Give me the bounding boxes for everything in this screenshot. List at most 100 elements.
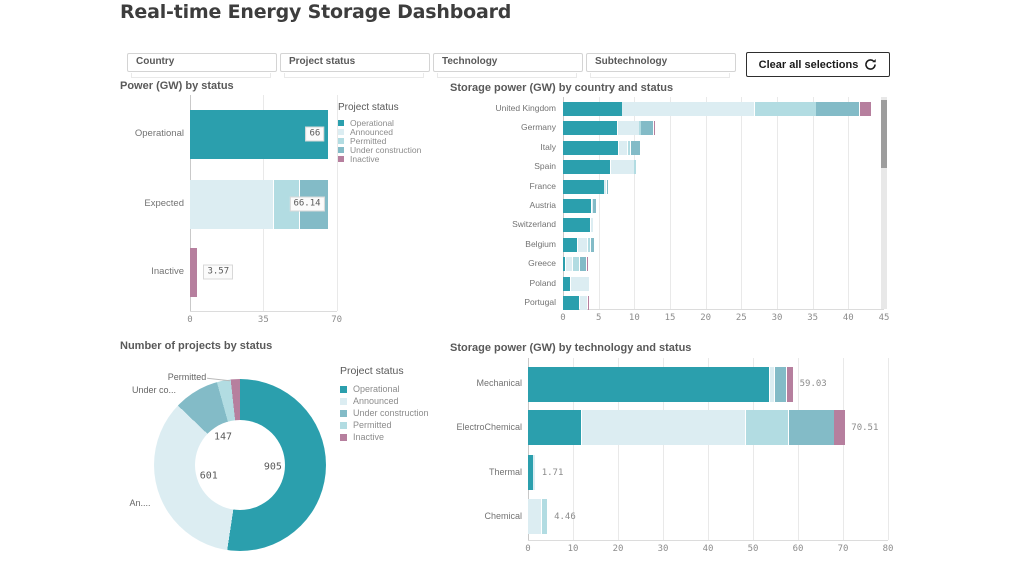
bar-segment-announced[interactable] bbox=[617, 121, 639, 136]
category-label: Italy bbox=[540, 141, 556, 152]
bar-segment-permitted[interactable] bbox=[745, 410, 789, 445]
bar-segment-permitted[interactable] bbox=[587, 237, 591, 252]
bar-segment-operational[interactable] bbox=[563, 160, 611, 175]
category-label: France bbox=[529, 180, 556, 191]
permitted-swatch-icon bbox=[338, 137, 344, 144]
bar-segment-operational[interactable] bbox=[563, 102, 622, 116]
chart-power-by-status-title: Power (GW) by status bbox=[120, 80, 234, 92]
axis-tick-label: 5 bbox=[595, 313, 602, 323]
category-label: Inactive bbox=[151, 266, 184, 277]
bar-segment-operational[interactable] bbox=[563, 121, 618, 136]
gridline bbox=[528, 358, 529, 540]
axis-tick-label: 50 bbox=[747, 544, 759, 554]
bar-segment-announced[interactable] bbox=[570, 276, 590, 291]
clear-all-selections-button[interactable]: Clear all selections bbox=[746, 52, 890, 77]
bar-segment-operational[interactable] bbox=[563, 276, 571, 291]
legend-item-announced[interactable]: Announced bbox=[338, 127, 421, 137]
bar-segment-operational[interactable] bbox=[528, 410, 581, 445]
legend-item-operational[interactable]: Operational bbox=[340, 383, 429, 395]
chart-power-by-country-plot: 0 5 10 15 20 25 30 35 40 45 United Kingdom Germany I… bbox=[450, 78, 905, 333]
bar-segment-under-construction[interactable] bbox=[789, 410, 834, 445]
legend-item-label: Permitted bbox=[350, 136, 387, 146]
bar-segment-announced[interactable] bbox=[590, 218, 593, 233]
bar-segment-announced[interactable] bbox=[533, 455, 535, 490]
bar-segment-permitted[interactable] bbox=[634, 160, 636, 175]
bar-segment-operational[interactable] bbox=[563, 257, 566, 272]
gridline bbox=[888, 358, 889, 540]
bar-segment-under-construction[interactable] bbox=[816, 102, 860, 116]
bar-segment-announced[interactable] bbox=[604, 179, 606, 194]
bar-segment-operational[interactable] bbox=[563, 218, 591, 233]
axis-tick-label: 35 bbox=[257, 315, 269, 325]
chart-power-by-status: Power (GW) by status 0 35 70 Operational 66 E… bbox=[120, 78, 460, 333]
legend-item-label: Permitted bbox=[353, 420, 392, 430]
legend-item-under-construction[interactable]: Under construction bbox=[340, 407, 429, 419]
bar-segment-permitted[interactable] bbox=[639, 121, 641, 136]
bar-value-label: 3.57 bbox=[203, 264, 234, 280]
bar-segment-inactive[interactable] bbox=[834, 410, 845, 445]
legend-item-permitted[interactable]: Permitted bbox=[340, 419, 429, 431]
scrollbar-thumb[interactable] bbox=[881, 100, 887, 168]
bar-segment-announced[interactable] bbox=[581, 410, 746, 445]
bar-segment-announced[interactable] bbox=[622, 102, 755, 116]
legend-item-announced[interactable]: Announced bbox=[340, 395, 429, 407]
bar-segment-announced[interactable] bbox=[770, 366, 774, 402]
legend-item-inactive[interactable]: Inactive bbox=[338, 154, 421, 164]
bar-segment-announced[interactable] bbox=[618, 140, 628, 155]
filter-subtechnology[interactable]: Subtechnology bbox=[586, 53, 736, 72]
bar-value-label: 1.71 bbox=[541, 467, 564, 478]
gridline bbox=[663, 358, 664, 540]
operational-swatch-icon bbox=[338, 120, 344, 127]
bar-segment-under-construction[interactable] bbox=[592, 199, 596, 213]
bar-segment-inactive[interactable] bbox=[786, 366, 793, 402]
bar-segment-announced[interactable] bbox=[528, 499, 541, 534]
bar-segment-operational[interactable] bbox=[528, 455, 533, 490]
bar-segment-inactive[interactable] bbox=[587, 296, 590, 310]
bar-segment-operational[interactable] bbox=[563, 199, 591, 213]
bar-segment-operational[interactable] bbox=[528, 366, 770, 402]
legend-item-under-construction[interactable]: Under construction bbox=[338, 145, 421, 155]
bar-segment-inactive[interactable] bbox=[653, 121, 656, 136]
bar-segment-under-construction[interactable] bbox=[774, 366, 787, 402]
bar-segment-permitted[interactable] bbox=[541, 499, 548, 534]
bar-segment-operational[interactable] bbox=[563, 296, 580, 310]
bar-segment-permitted[interactable] bbox=[627, 140, 631, 155]
category-label: Austria bbox=[529, 200, 556, 210]
filter-project-status[interactable]: Project status bbox=[280, 53, 430, 72]
axis-baseline bbox=[190, 311, 337, 312]
filter-country[interactable]: Country bbox=[127, 53, 277, 72]
bar-segment-operational[interactable] bbox=[563, 237, 578, 252]
legend-item-inactive[interactable]: Inactive bbox=[340, 431, 429, 443]
axis-tick-label: 80 bbox=[882, 544, 894, 554]
legend-item-operational[interactable]: Operational bbox=[338, 118, 421, 128]
bar-segment-inactive[interactable] bbox=[586, 257, 589, 272]
bar-segment-under-construction[interactable] bbox=[590, 237, 594, 252]
bar-segment-announced[interactable] bbox=[580, 296, 588, 310]
filter-technology-label: Technology bbox=[442, 56, 498, 67]
bar-segment-inactive[interactable] bbox=[190, 247, 197, 297]
bar-segment-under-construction[interactable] bbox=[630, 140, 641, 155]
axis-tick-label: 45 bbox=[878, 313, 890, 323]
bar-segment-permitted[interactable] bbox=[572, 257, 580, 272]
filter-project-status-strip bbox=[284, 73, 424, 78]
bar-segment-announced[interactable] bbox=[565, 257, 573, 272]
axis-tick-label: 35 bbox=[807, 313, 819, 323]
category-label: Expected bbox=[144, 198, 184, 209]
axis-tick-label: 25 bbox=[735, 313, 747, 323]
clear-all-selections-label: Clear all selections bbox=[758, 58, 859, 71]
bar-segment-operational[interactable] bbox=[563, 179, 604, 194]
bar-segment-operational[interactable] bbox=[563, 140, 618, 155]
bar-segment-under-construction[interactable] bbox=[606, 179, 608, 194]
filter-technology[interactable]: Technology bbox=[433, 53, 583, 72]
bar-segment-permitted[interactable] bbox=[754, 102, 816, 116]
bar-segment-under-construction[interactable] bbox=[580, 257, 586, 272]
bar-segment-announced[interactable] bbox=[591, 199, 594, 213]
bar-segment-announced[interactable] bbox=[577, 237, 588, 252]
bar-segment-inactive[interactable] bbox=[859, 102, 872, 116]
bar-segment-under-construction[interactable] bbox=[640, 121, 653, 136]
bar-segment-announced[interactable] bbox=[190, 179, 274, 229]
legend-item-permitted[interactable]: Permitted bbox=[338, 136, 421, 146]
bar-segment-operational[interactable] bbox=[190, 109, 328, 159]
bar-segment-announced[interactable] bbox=[610, 160, 634, 175]
announced-swatch-icon bbox=[340, 397, 347, 405]
